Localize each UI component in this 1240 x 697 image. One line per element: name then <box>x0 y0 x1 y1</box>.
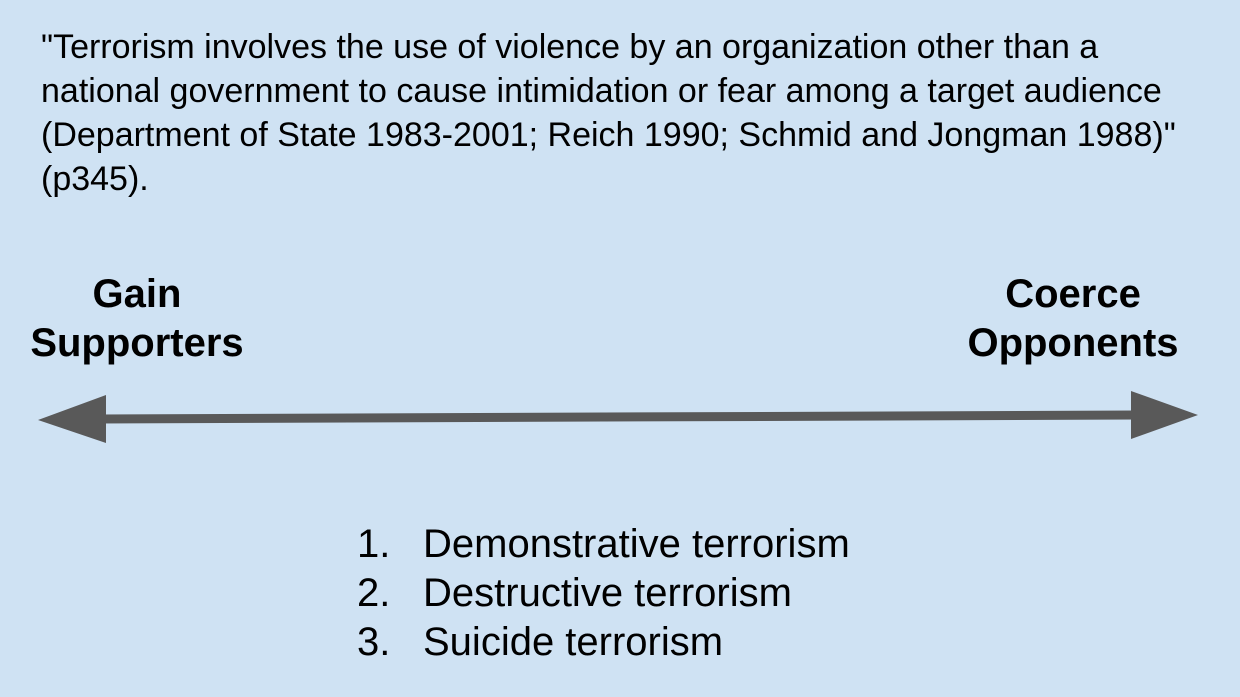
list-item: 1. Demonstrative terrorism <box>357 520 850 569</box>
list-item-number: 1. <box>357 522 391 566</box>
list-item: 2. Destructive terrorism <box>357 569 850 618</box>
left-end-label-line-1: Gain <box>92 272 182 316</box>
list-item-number: 2. <box>357 571 391 615</box>
right-arrowhead <box>1131 391 1198 439</box>
left-end-label-line-2: Supporters <box>30 321 244 365</box>
list-item-label: Demonstrative terrorism <box>423 522 850 566</box>
left-end-label: Gain Supporters <box>17 270 257 368</box>
spectrum-line <box>99 410 1137 424</box>
list-item-label: Suicide terrorism <box>423 620 724 664</box>
right-end-label-line-1: Coerce <box>1005 272 1141 316</box>
right-end-label-line-2: Opponents <box>967 321 1179 365</box>
terrorism-types-list: 1. Demonstrative terrorism 2. Destructiv… <box>357 520 850 667</box>
right-end-label: Coerce Opponents <box>953 270 1193 368</box>
list-item: 3. Suicide terrorism <box>357 618 850 667</box>
list-item-label: Destructive terrorism <box>423 571 792 615</box>
definition-quote: "Terrorism involves the use of violence … <box>41 28 1176 198</box>
double-arrow-icon <box>38 391 1198 443</box>
list-item-number: 3. <box>357 620 391 664</box>
left-arrowhead <box>38 395 106 443</box>
